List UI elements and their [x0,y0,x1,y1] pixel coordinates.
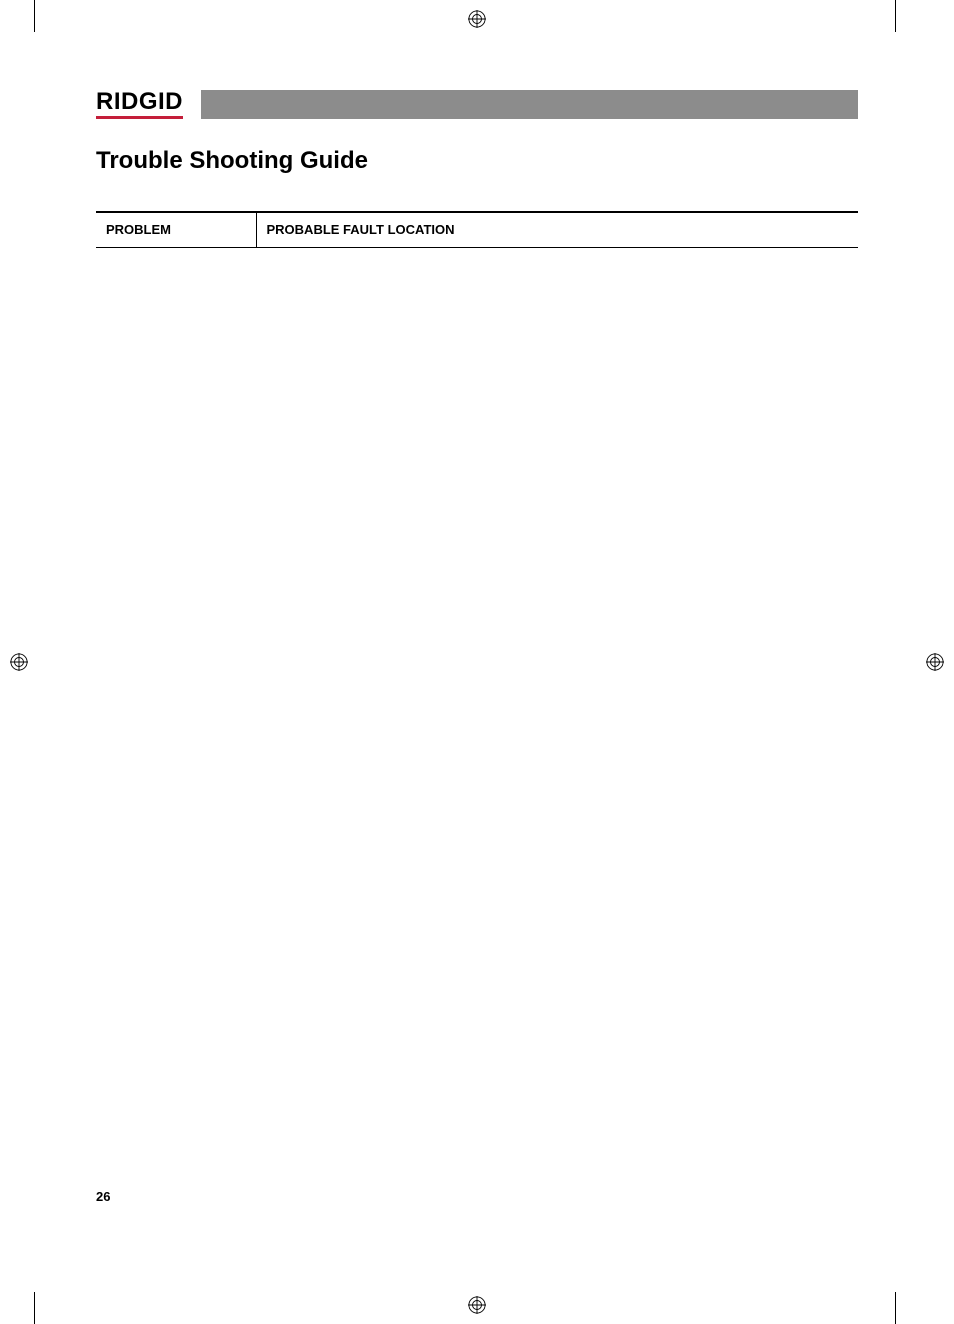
product-title-bar [201,90,858,119]
table-header-problem: PROBLEM [96,212,256,247]
troubleshooting-table: PROBLEM PROBABLE FAULT LOCATION [96,211,858,248]
page-number: 26 [96,1189,110,1204]
brand-logo: RIDGID [96,90,183,119]
table-header-fault: PROBABLE FAULT LOCATION [256,212,858,247]
page-container: RIDGID Trouble Shooting Guide PROBLEM PR… [0,0,954,1324]
page-header: RIDGID [96,90,858,119]
page-title: Trouble Shooting Guide [96,147,858,175]
